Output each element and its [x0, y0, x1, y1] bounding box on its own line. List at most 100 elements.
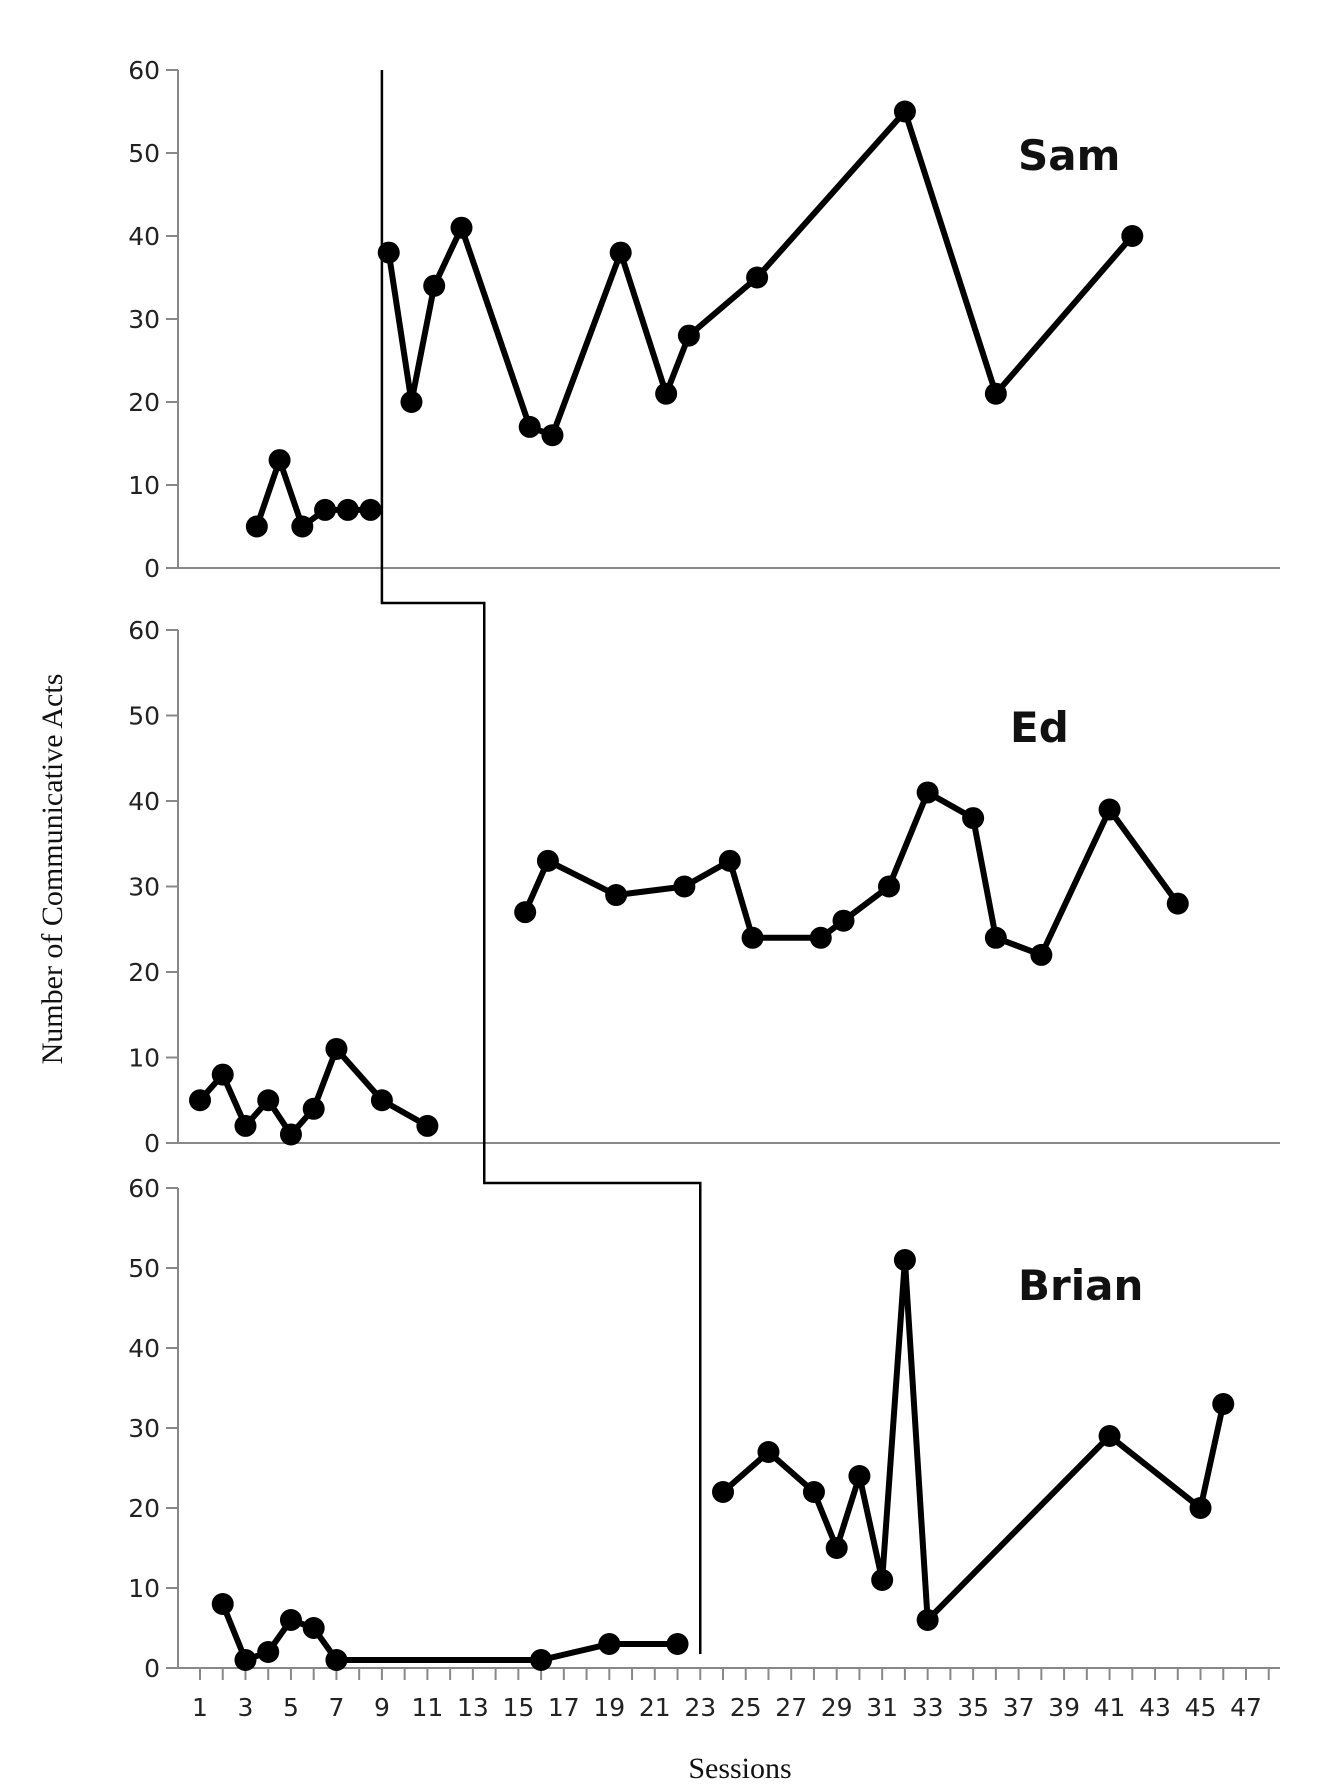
ed-baseline-point — [370, 1089, 393, 1112]
ed-intervention-point — [1098, 798, 1121, 821]
sam-intervention-point — [1121, 225, 1144, 247]
ed-intervention-point — [962, 807, 985, 830]
x-tick-label: 9 — [374, 1693, 390, 1722]
brian-intervention-point — [1098, 1425, 1121, 1447]
axes-layer — [166, 69, 1280, 1680]
ed-intervention-point — [916, 781, 939, 804]
brian-y-tick-label: 40 — [128, 1334, 160, 1363]
x-tick-label: 31 — [866, 1693, 898, 1722]
brian-baseline-point — [279, 1609, 302, 1631]
phase-change-line — [380, 70, 702, 1654]
ed-intervention-point — [1030, 943, 1053, 966]
brian-baseline-point — [325, 1649, 348, 1671]
sam-baseline-point — [314, 498, 337, 521]
brian-y-tick-label: 30 — [128, 1414, 160, 1443]
sam-intervention-point — [677, 324, 700, 347]
brian-baseline-point — [257, 1641, 280, 1663]
brian-intervention-line — [721, 1257, 1227, 1623]
ed-intervention-point — [984, 926, 1007, 949]
sam-panel-label: Sam — [1018, 131, 1120, 180]
ed-y-tick-label: 60 — [128, 616, 160, 645]
ed-y-tick-label: 40 — [128, 787, 160, 816]
ed-baseline-point — [234, 1114, 257, 1137]
x-tick-label: 13 — [457, 1693, 489, 1722]
ed-y-tick-label: 50 — [128, 702, 160, 731]
x-tick-label: 7 — [328, 1693, 344, 1722]
sam-baseline-point — [291, 515, 314, 538]
x-tick-label: 41 — [1094, 1693, 1126, 1722]
brian-intervention-point — [757, 1441, 780, 1463]
brian-y-tick-label: 0 — [144, 1654, 160, 1683]
x-tick-label: 39 — [1048, 1693, 1080, 1722]
x-tick-label: 15 — [502, 1693, 534, 1722]
ed-intervention-point — [514, 901, 537, 924]
sam-y-tick-label: 40 — [128, 222, 160, 251]
ed-baseline-point — [416, 1114, 439, 1137]
ed-intervention-point — [718, 849, 741, 872]
ed-baseline-point — [302, 1097, 325, 1120]
brian-baseline-point — [666, 1633, 689, 1655]
sam-intervention-point — [655, 382, 678, 405]
sam-baseline-point — [359, 498, 382, 521]
ed-baseline-point — [211, 1063, 234, 1086]
x-tick-label: 29 — [821, 1693, 853, 1722]
ed-baseline-point — [279, 1123, 302, 1146]
sam-baseline-point — [268, 449, 291, 472]
brian-baseline-point — [598, 1633, 621, 1655]
label-layer: 0 10 20 30 40 50 60 0 10 20 30 40 50 60 0 10 20 30 40 50 60 1… — [36, 56, 1262, 1785]
ed-intervention-point — [809, 926, 832, 949]
ed-intervention-point — [877, 875, 900, 898]
sam-intervention-point — [541, 424, 564, 447]
x-tick-label: 45 — [1185, 1693, 1217, 1722]
ed-y-tick-label: 0 — [144, 1129, 160, 1158]
ed-baseline-point — [189, 1089, 211, 1112]
x-tick-label: 25 — [730, 1693, 762, 1722]
sam-intervention-point — [400, 391, 423, 413]
ed-y-tick-label: 10 — [128, 1044, 160, 1073]
sam-y-tick-label: 30 — [128, 305, 160, 334]
ed-intervention-point — [832, 909, 855, 932]
x-tick-label: 5 — [283, 1693, 299, 1722]
x-tick-label: 37 — [1003, 1693, 1035, 1722]
brian-intervention-point — [893, 1249, 916, 1271]
ed-intervention-point — [673, 875, 696, 898]
x-tick-label: 23 — [684, 1693, 716, 1722]
sam-baseline-point — [245, 515, 268, 538]
brian-baseline-point — [530, 1649, 553, 1671]
brian-intervention-point — [712, 1481, 734, 1503]
sam-y-tick-label: 20 — [128, 388, 160, 417]
x-axis-title: Sessions — [688, 1752, 791, 1785]
sam-intervention-point — [746, 266, 769, 289]
ed-intervention-point — [741, 926, 764, 949]
x-tick-label: 33 — [912, 1693, 944, 1722]
sam-intervention-point — [893, 100, 916, 123]
x-tick-label: 35 — [957, 1693, 989, 1722]
ed-baseline-line — [197, 1045, 429, 1138]
brian-baseline-point — [211, 1593, 234, 1615]
ed-intervention-point — [1166, 892, 1189, 915]
phase-change-lines — [380, 70, 702, 1654]
y-axis-title: Number of Communicative Acts — [36, 674, 69, 1065]
sam-intervention-point — [518, 415, 541, 438]
ed-y-tick-label: 20 — [128, 958, 160, 987]
brian-panel-label: Brian — [1018, 1261, 1143, 1310]
series-layer — [189, 100, 1235, 1671]
brian-baseline-point — [302, 1617, 325, 1639]
x-tick-label: 21 — [639, 1693, 671, 1722]
sam-intervention-point — [984, 382, 1007, 405]
x-tick-label: 11 — [411, 1693, 443, 1722]
brian-intervention-point — [916, 1609, 939, 1631]
sam-intervention-point — [450, 216, 473, 239]
brian-y-tick-label: 60 — [128, 1174, 160, 1203]
sam-y-tick-label: 60 — [128, 56, 160, 85]
brian-intervention-point — [802, 1481, 825, 1503]
sam-y-tick-label: 50 — [128, 139, 160, 168]
x-tick-label: 47 — [1230, 1693, 1262, 1722]
brian-intervention-point — [1212, 1393, 1235, 1415]
x-tick-label: 17 — [548, 1693, 580, 1722]
brian-y-tick-label: 50 — [128, 1254, 160, 1283]
ed-intervention-line — [522, 789, 1181, 958]
x-tick-label: 3 — [238, 1693, 254, 1722]
brian-y-tick-label: 10 — [128, 1574, 160, 1603]
